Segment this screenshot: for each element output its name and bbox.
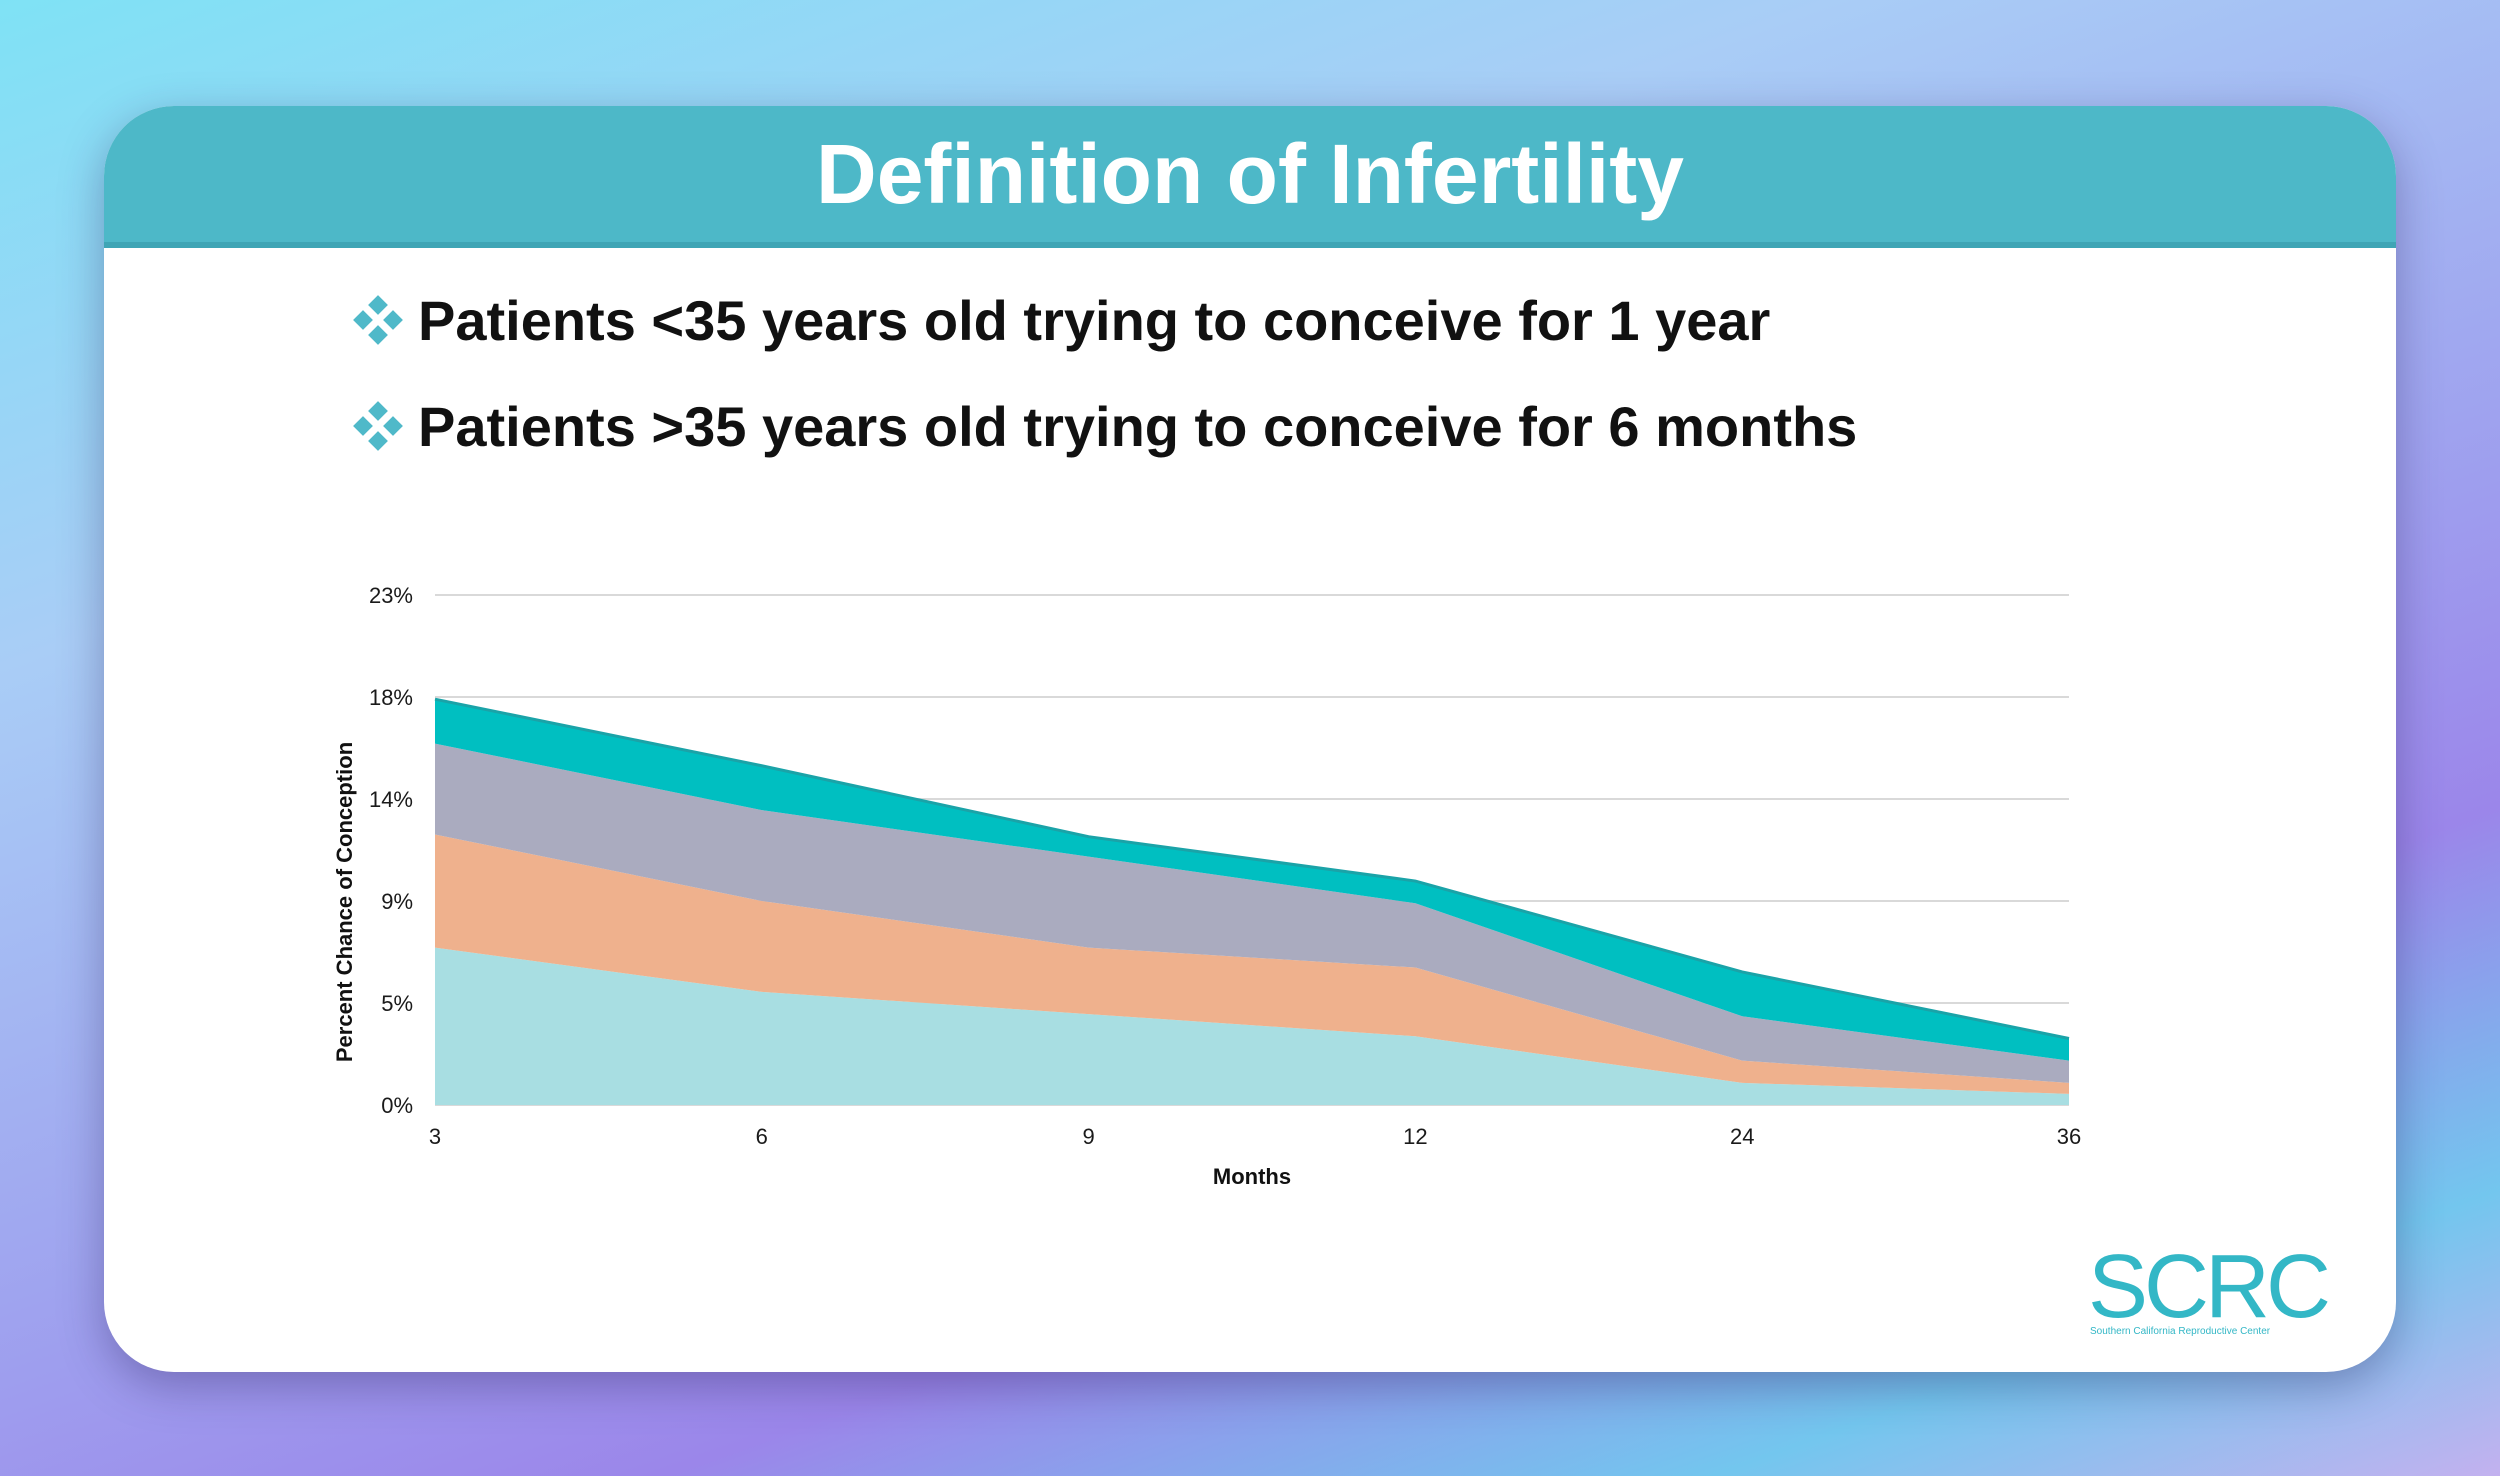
x-tick-label: 36 [2057,1124,2081,1149]
slide-title: Definition of Infertility [816,127,1684,221]
y-tick-label: 18% [369,685,413,710]
area-series-2 [435,834,2069,1094]
x-tick-label: 3 [429,1124,441,1149]
logo-text: SCRC [2088,1237,2331,1337]
diamond-bullet-icon [353,295,403,345]
bullet-text: Patients <35 years old trying to conceiv… [418,288,1771,352]
x-tick-label: 9 [1082,1124,1094,1149]
x-tick-label: 24 [1730,1124,1754,1149]
y-tick-label: 5% [381,991,413,1016]
y-tick-label: 23% [369,583,413,608]
y-tick-label: 9% [381,889,413,914]
area-top-outline [434,697,2070,1040]
bullet-item: Patients <35 years old trying to conceiv… [352,280,1770,360]
scrc-logo: SCRC Southern California Reproductive Ce… [2088,1242,2358,1337]
x-axis-title: Months [1213,1164,1291,1189]
y-tick-label: 0% [381,1093,413,1118]
bullet-text: Patients >35 years old trying to conceiv… [418,394,1858,458]
x-tick-label: 6 [756,1124,768,1149]
diamond-bullet-icon [353,401,403,451]
y-tick-label: 14% [369,787,413,812]
slide: Definition of Infertility Patients <35 y… [104,106,2396,1372]
bullet-item: Patients >35 years old trying to conceiv… [352,386,1857,466]
x-tick-label: 12 [1403,1124,1427,1149]
area-series-1 [435,947,2069,1105]
area-series-4 [435,699,2069,1061]
title-bar: Definition of Infertility [104,106,2396,248]
area-series-3 [435,743,2069,1083]
y-axis-title: Percent Chance of Conception [332,742,357,1062]
logo-subtitle: Southern California Reproductive Center [2090,1326,2271,1337]
